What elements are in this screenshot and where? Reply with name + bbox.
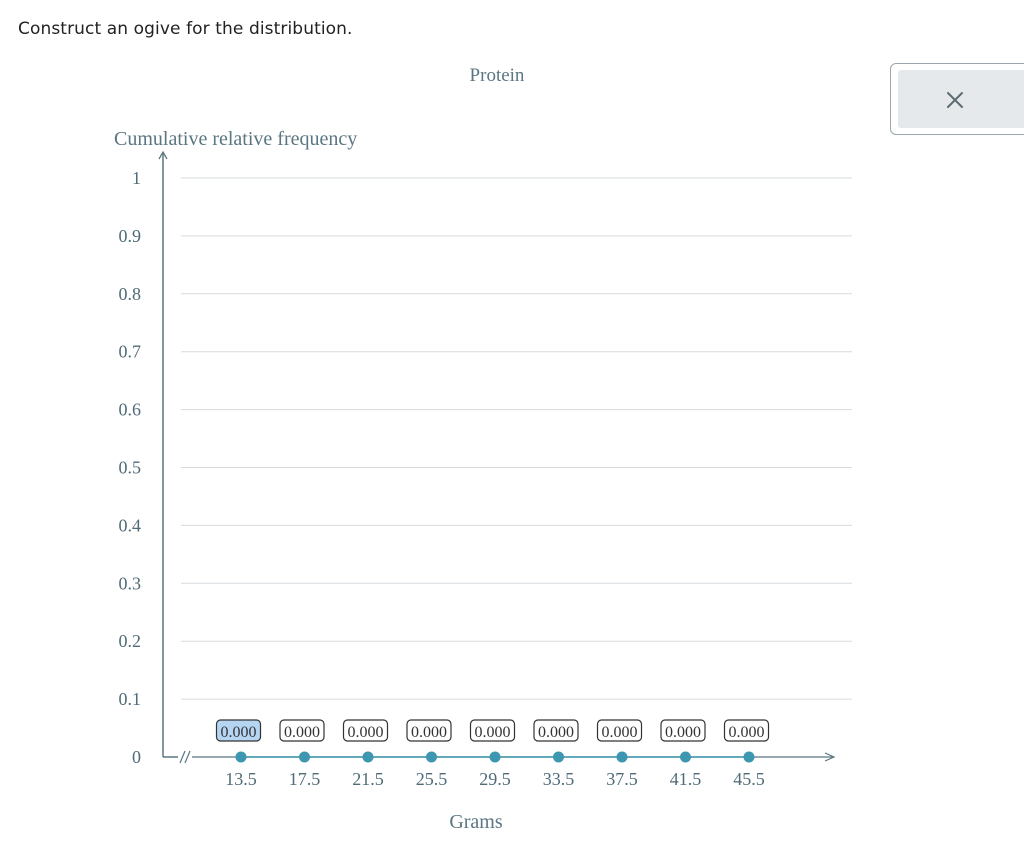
chart-title: Protein	[470, 65, 525, 86]
y-tick-label: 0.8	[119, 284, 142, 304]
x-tick-labels: 13.5 17.5 21.5 25.5 29.5 33.5 37.5 41.5 45.5	[225, 769, 765, 789]
axis-break-mark	[179, 750, 191, 764]
value-box[interactable]: 0.000	[406, 719, 452, 742]
value-box-label: 0.000	[602, 724, 638, 741]
x-tick-label: 37.5	[606, 769, 638, 789]
y-tick-label: 0	[132, 747, 141, 767]
close-icon	[947, 92, 963, 108]
clear-button[interactable]	[898, 70, 1024, 128]
ogive-point[interactable]	[489, 751, 501, 763]
value-box[interactable]: 0.000	[660, 719, 706, 742]
value-box-frame	[215, 719, 262, 742]
y-tick-labels: 0 0.1 0.2 0.3 0.4 0.5 0.6 0.7 0.8 0.9 1	[119, 168, 142, 767]
value-box-frame	[342, 719, 389, 742]
y-axis-arrow	[158, 150, 168, 160]
x-tick-label: 41.5	[670, 769, 702, 789]
value-box-label: 0.000	[348, 724, 384, 741]
value-box-label: 0.000	[284, 724, 320, 741]
value-box-label: 0.000	[221, 724, 257, 741]
value-box[interactable]: 0.000	[596, 719, 643, 742]
value-box[interactable]: 0.000	[215, 719, 262, 742]
ogive-series[interactable]	[235, 751, 755, 763]
ogive-point[interactable]	[235, 751, 247, 763]
value-box-frame	[406, 719, 452, 742]
x-tick-label: 13.5	[225, 769, 257, 789]
y-tick-label: 0.2	[119, 631, 142, 651]
question-prompt: Construct an ogive for the distribution.	[18, 19, 353, 39]
value-boxes[interactable]: 0.000 0.000 0.000 0.000 0.000 0.000 0.000 0.000…	[215, 719, 770, 742]
value-box-label: 0.000	[538, 724, 574, 741]
ogive-point[interactable]	[743, 751, 755, 763]
x-axis-arrow	[824, 752, 836, 762]
y-tick-label: 0.1	[119, 689, 142, 709]
axes	[158, 150, 836, 764]
x-axis-label: Grams	[449, 811, 503, 833]
value-box-label: 0.000	[411, 724, 447, 741]
value-box-frame	[533, 719, 579, 742]
y-tick-label: 0.3	[119, 573, 142, 593]
tool-panel	[890, 63, 1024, 135]
y-tick-label: 0.9	[119, 226, 142, 246]
ogive-point[interactable]	[299, 751, 310, 763]
x-tick-label: 25.5	[416, 769, 448, 789]
y-tick-label: 0.7	[119, 342, 142, 362]
value-box-label: 0.000	[665, 724, 701, 741]
value-box[interactable]: 0.000	[279, 719, 325, 742]
ogive-point[interactable]	[680, 751, 691, 763]
value-box-frame	[469, 719, 516, 742]
y-tick-label: 0.6	[119, 400, 142, 420]
ogive-chart[interactable]: Protein Cumulative relative frequency Gr…	[0, 0, 880, 843]
y-tick-label: 1	[132, 168, 141, 188]
value-box-label: 0.000	[475, 724, 511, 741]
grid-lines	[181, 177, 852, 700]
x-tick-label: 33.5	[543, 769, 575, 789]
y-tick-label: 0.5	[119, 458, 142, 478]
y-axis-label: Cumulative relative frequency	[114, 128, 357, 150]
ogive-point[interactable]	[616, 751, 628, 763]
value-box-frame	[723, 719, 770, 742]
ogive-point[interactable]	[553, 751, 564, 763]
value-box[interactable]: 0.000	[342, 719, 389, 742]
x-tick-label: 45.5	[733, 769, 765, 789]
value-box-label: 0.000	[729, 724, 765, 741]
ogive-point[interactable]	[426, 751, 437, 763]
value-box[interactable]: 0.000	[533, 719, 579, 742]
value-box[interactable]: 0.000	[469, 719, 516, 742]
value-box[interactable]: 0.000	[723, 719, 770, 742]
value-box-frame	[596, 719, 643, 742]
x-tick-label: 21.5	[352, 769, 384, 789]
x-tick-label: 17.5	[289, 769, 321, 789]
ogive-point[interactable]	[362, 751, 374, 763]
x-tick-label: 29.5	[479, 769, 511, 789]
value-box-frame	[660, 719, 706, 742]
y-tick-label: 0.4	[119, 515, 142, 535]
value-box-frame	[279, 719, 325, 742]
